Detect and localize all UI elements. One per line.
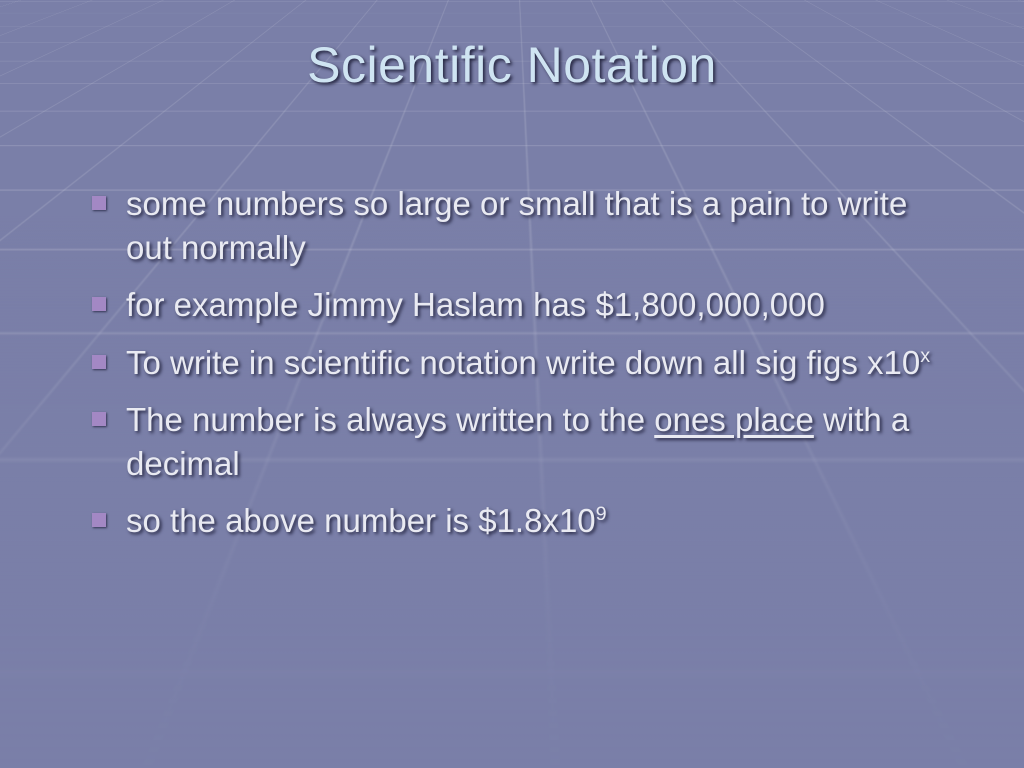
bullet-text: The number is always written to the xyxy=(126,401,654,438)
bullet-item: some numbers so large or small that is a… xyxy=(92,182,952,269)
slide-container: Scientific Notation some numbers so larg… xyxy=(0,0,1024,768)
sci-notation-value: $1.8x10 xyxy=(478,502,595,539)
bullet-text: so the above number is xyxy=(126,502,478,539)
slide-title: Scientific Notation xyxy=(72,36,952,94)
sci-notation-exponent: x xyxy=(920,345,930,367)
bullet-item: To write in scientific notation write do… xyxy=(92,341,952,385)
bullet-item: so the above number is $1.8x109 xyxy=(92,499,952,543)
underlined-term: ones place xyxy=(654,401,814,438)
bullet-text: some numbers so large or small that is a… xyxy=(126,185,907,266)
bullet-text: To write in scientific notation write do… xyxy=(126,344,867,381)
bullet-item: The number is always written to the ones… xyxy=(92,398,952,485)
bullet-amount: $1,800,000,000 xyxy=(595,286,824,323)
bullet-text: for example Jimmy Haslam has xyxy=(126,286,595,323)
bullet-item: for example Jimmy Haslam has $1,800,000,… xyxy=(92,283,952,327)
sci-notation-base: x10 xyxy=(867,344,920,381)
sci-notation-exponent: 9 xyxy=(596,503,607,525)
bullet-list: some numbers so large or small that is a… xyxy=(72,182,952,543)
